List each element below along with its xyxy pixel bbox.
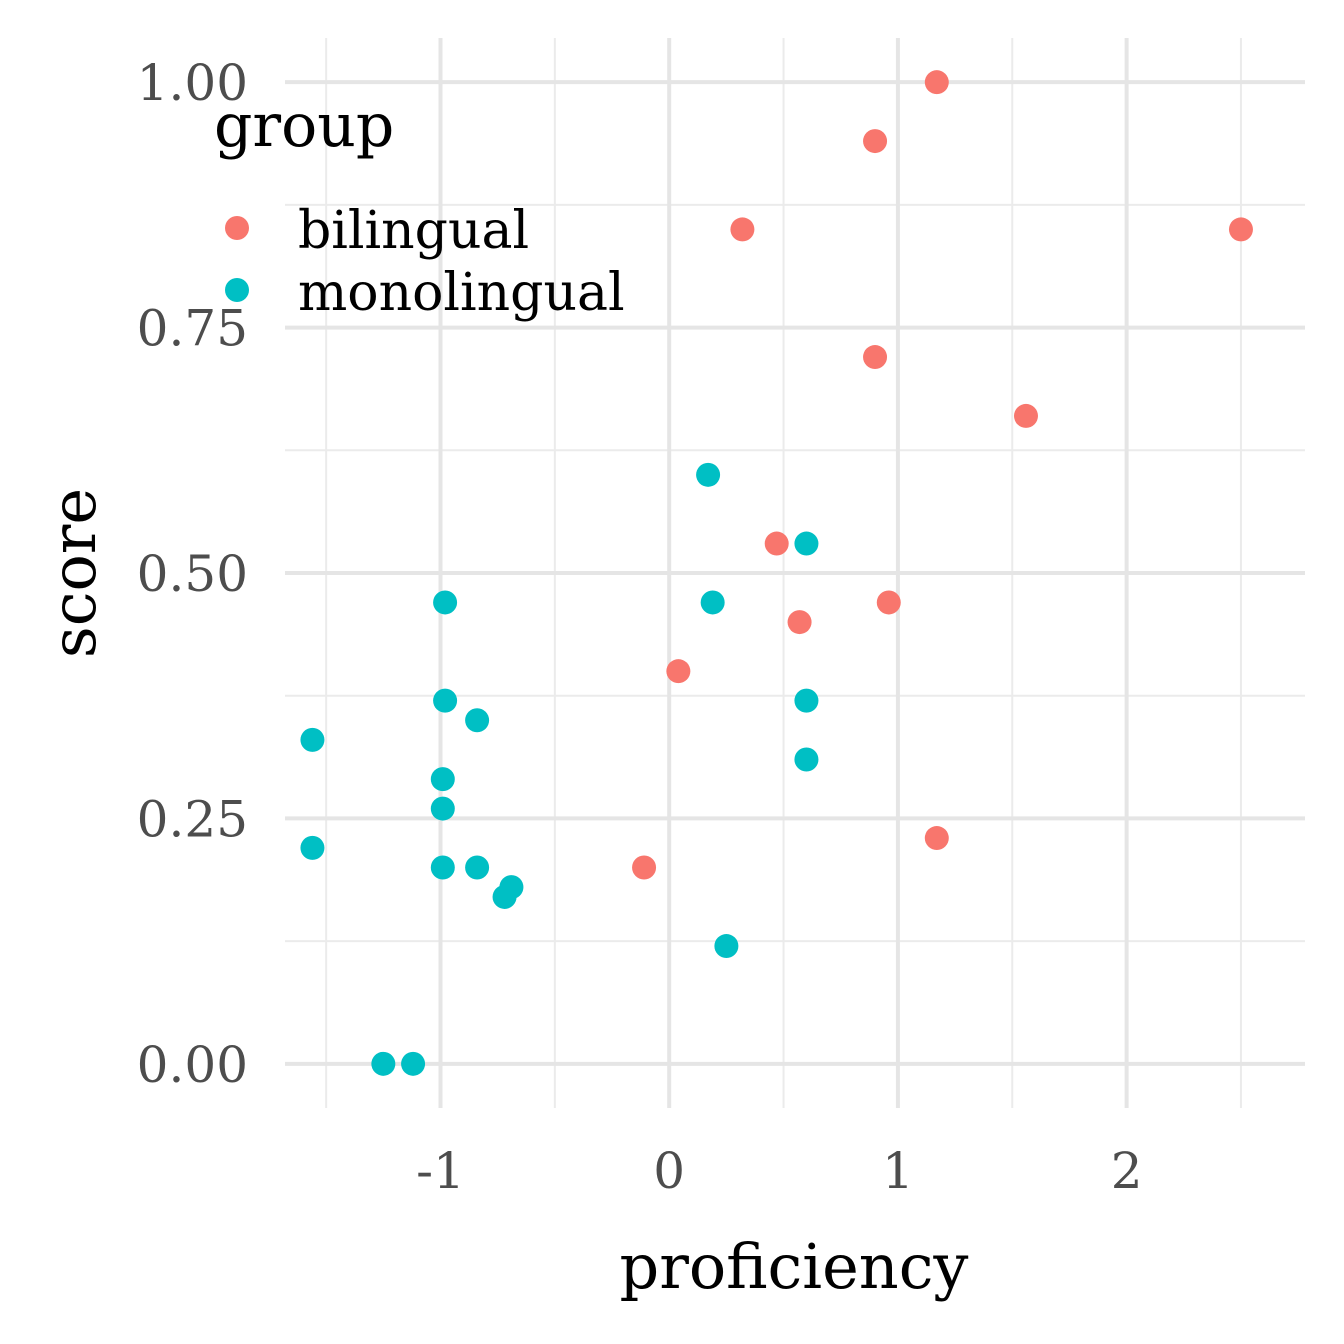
point-bilingual [730, 217, 755, 242]
point-bilingual [764, 531, 789, 556]
y-tick-label: 1.00 [137, 54, 248, 112]
x-axis-ticks: -1 0 1 2 [416, 1142, 1142, 1200]
legend: group bilingual monolingual [214, 91, 625, 323]
legend-label-bilingual: bilingual [298, 201, 529, 261]
major-grid [285, 38, 1305, 1108]
point-monolingual [433, 688, 458, 713]
point-monolingual [696, 462, 721, 487]
point-bilingual [863, 129, 888, 154]
point-monolingual [371, 1051, 396, 1076]
point-monolingual [465, 708, 490, 733]
legend-label-monolingual: monolingual [298, 263, 625, 323]
point-monolingual [499, 875, 524, 900]
x-tick-label: 2 [1111, 1142, 1143, 1200]
legend-key-monolingual [225, 278, 249, 302]
x-tick-label: 1 [882, 1142, 914, 1200]
point-bilingual [924, 826, 949, 851]
data-points [300, 70, 1253, 1076]
point-bilingual [787, 610, 812, 635]
point-monolingual [401, 1051, 426, 1076]
point-bilingual [666, 659, 691, 684]
point-bilingual [1013, 403, 1038, 428]
point-monolingual [430, 767, 455, 792]
x-tick-label: -1 [416, 1142, 465, 1200]
point-monolingual [300, 835, 325, 860]
point-monolingual [430, 796, 455, 821]
point-monolingual [465, 855, 490, 880]
point-bilingual [924, 70, 949, 95]
point-monolingual [794, 531, 819, 556]
point-bilingual [632, 855, 657, 880]
y-tick-label: 0.50 [137, 545, 248, 603]
point-monolingual [430, 855, 455, 880]
point-bilingual [1228, 217, 1253, 242]
point-monolingual [794, 747, 819, 772]
point-monolingual [700, 590, 725, 615]
point-monolingual [433, 590, 458, 615]
y-tick-label: 0.75 [137, 300, 248, 358]
x-axis-title: proficiency [620, 1230, 969, 1303]
y-tick-label: 0.00 [137, 1036, 248, 1094]
point-monolingual [300, 727, 325, 752]
y-axis-ticks: 0.00 0.25 0.50 0.75 1.00 [137, 54, 248, 1094]
x-tick-label: 0 [653, 1142, 685, 1200]
legend-title: group [214, 91, 394, 161]
point-monolingual [794, 688, 819, 713]
point-bilingual [863, 345, 888, 370]
y-tick-label: 0.25 [137, 790, 248, 848]
legend-key-bilingual [225, 216, 249, 240]
point-monolingual [714, 934, 739, 959]
y-axis-title: score [37, 488, 110, 658]
point-bilingual [876, 590, 901, 615]
